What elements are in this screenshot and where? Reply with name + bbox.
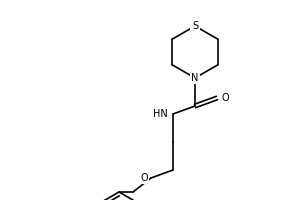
Text: O: O [140, 173, 148, 183]
Text: N: N [191, 73, 199, 83]
Text: HN: HN [153, 109, 168, 119]
Text: S: S [192, 21, 198, 31]
Text: O: O [222, 93, 230, 103]
